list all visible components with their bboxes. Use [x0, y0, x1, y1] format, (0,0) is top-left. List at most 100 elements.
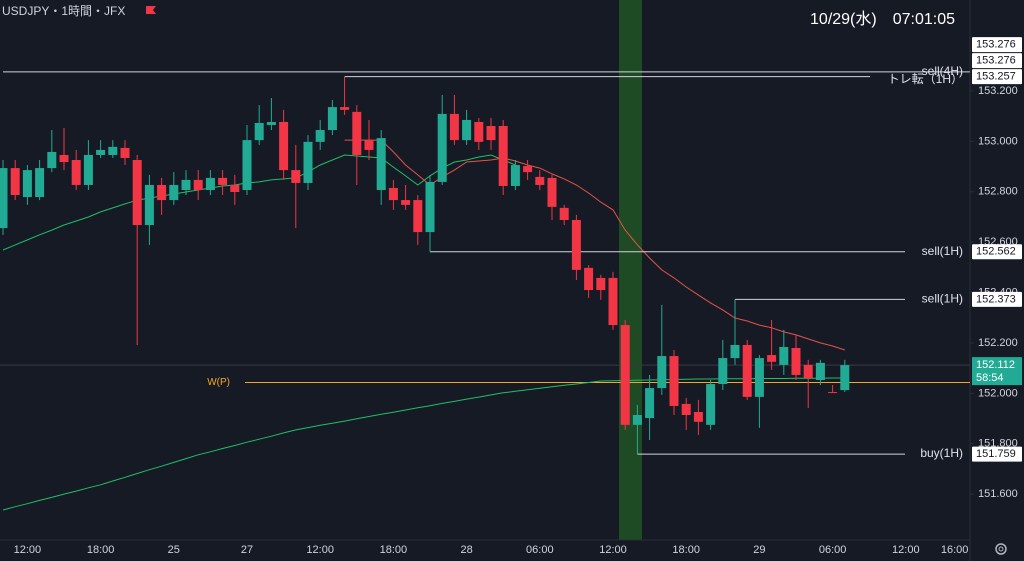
gear[interactable] — [995, 543, 1007, 555]
y-tick-label: 153.200 — [978, 85, 1018, 97]
candle-body — [632, 415, 642, 425]
level-label: トレ転（1H） — [888, 72, 963, 86]
x-tick-label: 27 — [241, 544, 253, 556]
x-tick-label: 06:00 — [526, 544, 554, 556]
candle-body — [279, 121, 289, 171]
candle-body — [230, 184, 240, 193]
candle-body — [425, 181, 435, 233]
candle-body — [730, 344, 740, 359]
x-tick-label: 12:00 — [599, 544, 627, 556]
candle-body — [315, 130, 325, 142]
candle-body — [108, 146, 118, 155]
candle-body — [437, 113, 447, 182]
price-tag-label: 152.373 — [976, 293, 1016, 305]
candle-body — [681, 403, 691, 416]
candle-body — [754, 358, 764, 397]
candle-body — [718, 358, 728, 385]
candle-body — [327, 107, 337, 131]
candle-body — [303, 141, 313, 183]
candle-body — [498, 125, 508, 186]
candle-body — [486, 125, 496, 141]
candle-body — [96, 149, 106, 155]
candle-body — [413, 200, 423, 233]
candle-body — [535, 176, 545, 185]
level-label: sell(1H) — [922, 292, 963, 306]
flag-icon[interactable] — [146, 6, 156, 14]
candle-body — [584, 267, 594, 291]
candle-body — [401, 200, 411, 205]
candle-body — [571, 219, 581, 270]
price-tag — [972, 244, 1022, 260]
settings-icon[interactable] — [995, 543, 1007, 555]
candle-body — [779, 346, 789, 365]
y-tick-label: 152.800 — [978, 186, 1018, 198]
candle-body — [120, 147, 130, 158]
price-tag-label: 151.759 — [976, 448, 1016, 460]
candle-body — [291, 170, 301, 183]
candle-body — [47, 151, 57, 169]
candle-body — [547, 177, 557, 207]
candle-body — [815, 362, 825, 380]
level-label: sell(4H) — [922, 64, 963, 78]
x-tick-label: 12:00 — [892, 544, 920, 556]
candle-body — [742, 344, 752, 397]
y-tick-label: 152.200 — [978, 337, 1018, 349]
pivot-label: W(P) — [207, 377, 230, 388]
level-label: sell(1H) — [922, 244, 963, 258]
candle-body — [181, 179, 191, 190]
moving-average — [2, 377, 845, 511]
candle-body — [0, 168, 8, 229]
candle-body — [462, 119, 472, 141]
x-tick-label: 25 — [168, 544, 180, 556]
candle-body — [132, 160, 142, 226]
candle-body — [157, 184, 167, 201]
x-tick-label: 18:00 — [87, 544, 115, 556]
x-tick-label: 12:00 — [14, 544, 42, 556]
plot: 151.600151.800152.000152.200152.400152.6… — [0, 37, 1022, 556]
candle-body — [266, 121, 276, 125]
candle-body — [596, 277, 606, 291]
price-tag — [972, 37, 1022, 53]
candle-body — [193, 179, 203, 190]
price-tag — [972, 446, 1022, 462]
candle-body — [83, 154, 93, 185]
candle-body — [510, 165, 520, 186]
x-tick-label: 16:00 — [941, 544, 969, 556]
candle-body — [22, 170, 32, 198]
candle-body — [693, 411, 703, 422]
price-tag — [972, 69, 1022, 85]
candle-body — [449, 113, 459, 141]
candle-body — [242, 140, 252, 190]
x-tick-label: 28 — [460, 544, 472, 556]
candle-body — [474, 121, 484, 142]
candle-body — [169, 184, 179, 201]
candle-body — [803, 364, 813, 378]
price-tag — [972, 291, 1022, 307]
candle-body — [645, 388, 655, 419]
candle-body — [218, 177, 228, 185]
datetime: 10/29(水) 07:01:05 — [810, 10, 955, 28]
candle-body — [352, 111, 362, 155]
candle-body — [657, 356, 667, 389]
candle-body — [10, 168, 20, 196]
y-tick-label: 152.000 — [978, 387, 1018, 399]
candle-body — [144, 184, 154, 226]
candle-body — [791, 347, 801, 375]
candle-body — [620, 325, 630, 425]
x-tick-label: 06:00 — [819, 544, 847, 556]
candle-body — [669, 356, 679, 406]
candle-body — [340, 107, 350, 110]
candle-body — [706, 384, 716, 425]
candle-body — [523, 166, 533, 173]
x-tick-label: 18:00 — [380, 544, 408, 556]
last-price-label: 152.112 — [976, 359, 1015, 371]
price-tag-label: 153.276 — [976, 39, 1016, 51]
price-tag-label: 153.257 — [976, 71, 1016, 83]
gear-center[interactable] — [998, 546, 1004, 552]
candle-body — [388, 187, 398, 201]
last-price-tag — [972, 357, 1022, 386]
symbol-title: USDJPY・1時間・JFX — [2, 4, 125, 18]
level-label: buy(1H) — [920, 446, 963, 460]
